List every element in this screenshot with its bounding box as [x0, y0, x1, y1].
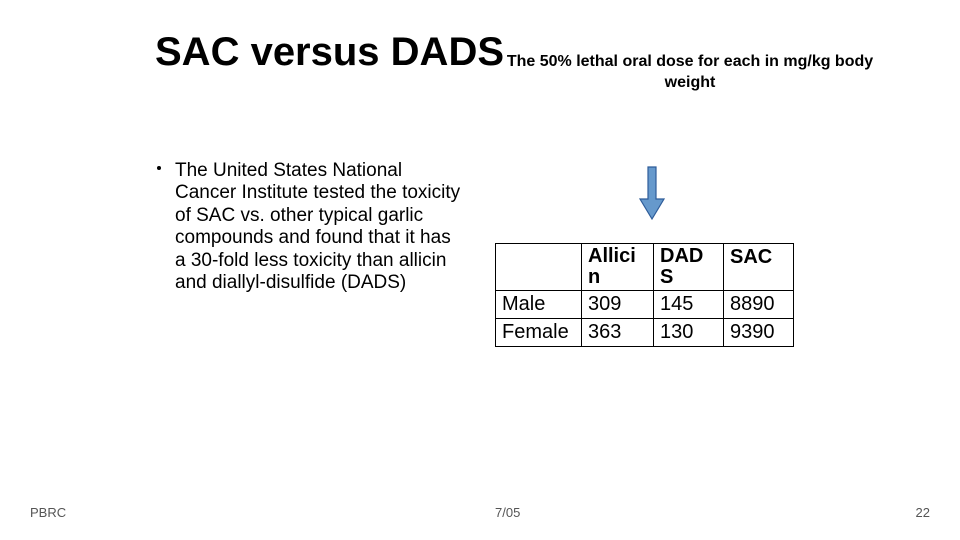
- row-label: Female: [496, 319, 582, 347]
- footer-date: 7/05: [495, 505, 520, 520]
- page-number: 22: [916, 505, 930, 520]
- table-row: Female 363 130 9390: [496, 319, 794, 347]
- cell: 9390: [724, 319, 794, 347]
- cell: 8890: [724, 291, 794, 319]
- slide-title: SAC versus DADS: [155, 30, 504, 75]
- cell: 130: [654, 319, 724, 347]
- bullet-dot-icon: [157, 166, 161, 170]
- ld50-table: Allicin DADS SAC Male 309 145 8890 Femal…: [495, 243, 794, 347]
- cell: 363: [582, 319, 654, 347]
- table-header-row: Allicin DADS SAC: [496, 244, 794, 291]
- cell: 145: [654, 291, 724, 319]
- arrow-path: [640, 167, 664, 219]
- slide-subtitle: The 50% lethal oral dose for each in mg/…: [505, 52, 875, 94]
- cell: 309: [582, 291, 654, 319]
- table-header-dads: DADS: [654, 244, 724, 291]
- table-header-sac: SAC: [724, 244, 794, 291]
- row-label: Male: [496, 291, 582, 319]
- table-row: Male 309 145 8890: [496, 291, 794, 319]
- footer-left: PBRC: [30, 505, 66, 520]
- bullet-text: The United States National Cancer Instit…: [175, 160, 465, 294]
- down-arrow-icon: [637, 165, 667, 223]
- table-header-blank: [496, 244, 582, 291]
- table-header-allicin: Allicin: [582, 244, 654, 291]
- slide: SAC versus DADS The 50% lethal oral dose…: [0, 0, 960, 540]
- bullet-content: The United States National Cancer Instit…: [175, 160, 460, 293]
